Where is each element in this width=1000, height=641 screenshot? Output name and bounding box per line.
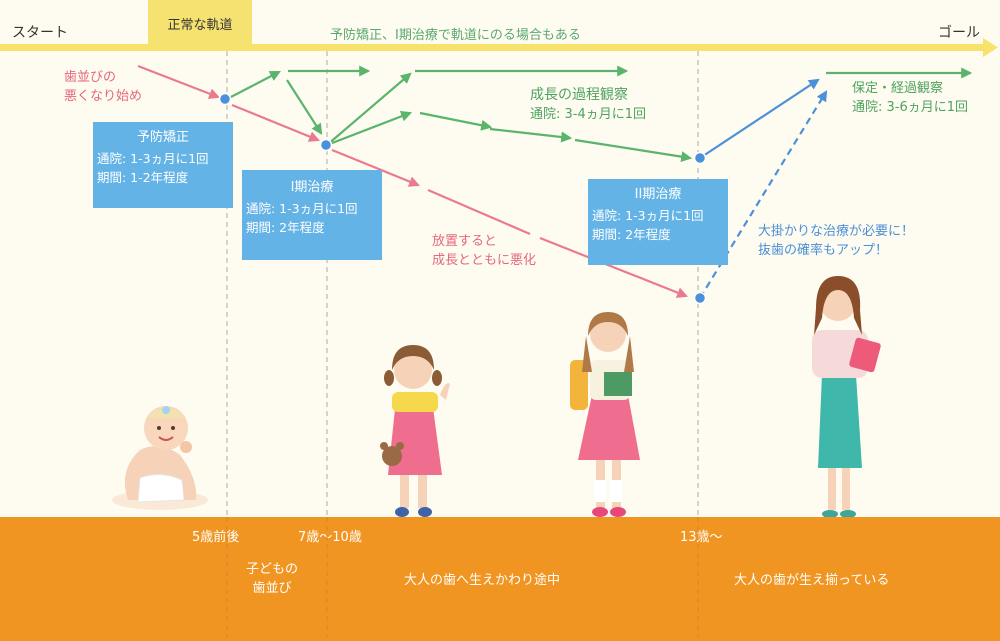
schoolgirl-illustration: [570, 312, 640, 517]
retention-line-1: 保定・経過観察: [852, 81, 944, 96]
retention-note: 保定・経過観察 通院: 3-6ヵ月に1回: [852, 79, 968, 117]
age-label-13: 13歳〜: [680, 530, 723, 545]
stage-adult-teeth: 大人の歯が生え揃っている: [734, 573, 890, 588]
baby-illustration: [112, 406, 208, 510]
top-note: 予防矯正、I期治療で軌道にのる場合もある: [330, 28, 581, 43]
phase1-title: I期治療: [290, 180, 334, 195]
timeline-arrow: [0, 38, 998, 57]
pathway-nodes: [218, 92, 707, 305]
phase2-period: 期間: 2年程度: [592, 227, 671, 242]
growth-observation-note: 成長の過程観察 通院: 3-4ヵ月に1回: [530, 86, 646, 124]
worsening-line-2: 悪くなり始め: [64, 89, 143, 104]
girl-with-teddy-illustration: [380, 345, 450, 517]
pink-path-arrows: [137, 64, 689, 298]
neglect-line-2: 成長とともに悪化: [432, 253, 537, 268]
growth-line-1: 成長の過程観察: [530, 87, 628, 103]
neglect-line-1: 放置すると: [432, 234, 498, 249]
green-path-arrows: [226, 65, 973, 163]
stage-band: [0, 517, 1000, 641]
major-line-2: 抜歯の確率もアップ！: [758, 243, 889, 258]
woman-illustration: [812, 276, 881, 518]
stage-mixed-teeth: 大人の歯へ生えかわり途中: [404, 573, 561, 588]
major-line-1: 大掛かりな治療が必要に！: [758, 224, 915, 239]
timeline-start-label: スタート: [12, 25, 68, 41]
stage-child-line-2: 歯並び: [252, 581, 292, 596]
worsening-start-note: 歯並びの 悪くなり始め: [64, 68, 142, 106]
growth-line-2: 通院: 3-4ヵ月に1回: [530, 107, 647, 122]
phase1-visits: 通院: 1-3ヵ月に1回: [246, 201, 358, 216]
neglect-note: 放置すると 成長とともに悪化: [432, 232, 536, 270]
preventive-box: 予防矯正 通院: 1-3ヵ月に1回 期間: 1-2年程度: [93, 122, 233, 208]
preventive-visits: 通院: 1-3ヵ月に1回: [97, 151, 209, 166]
band-guides: [226, 517, 699, 637]
phase2-visits: 通院: 1-3ヵ月に1回: [592, 208, 704, 223]
worsening-line-1: 歯並びの: [64, 70, 117, 85]
phase2-title: II期治療: [634, 187, 682, 202]
phase2-box: II期治療 通院: 1-3ヵ月に1回 期間: 2年程度: [588, 179, 728, 265]
stage-child-teeth: 子どもの 歯並び: [246, 560, 298, 598]
preventive-title: 予防矯正: [136, 130, 189, 145]
timeline-goal-label: ゴール: [938, 25, 980, 41]
stage-child-line-1: 子どもの: [246, 562, 299, 577]
major-treatment-note: 大掛かりな治療が必要に！ 抜歯の確率もアップ！: [758, 222, 914, 260]
phase1-box: I期治療 通院: 1-3ヵ月に1回 期間: 2年程度: [242, 170, 382, 260]
normal-track-badge: 正常な軌道: [148, 0, 252, 46]
preventive-period: 期間: 1-2年程度: [97, 170, 189, 185]
retention-line-2: 通院: 3-6ヵ月に1回: [852, 100, 969, 115]
age-label-5: 5歳前後: [192, 530, 240, 545]
age-label-7-10: 7歳〜10歳: [298, 530, 362, 545]
phase1-period: 期間: 2年程度: [246, 220, 325, 235]
